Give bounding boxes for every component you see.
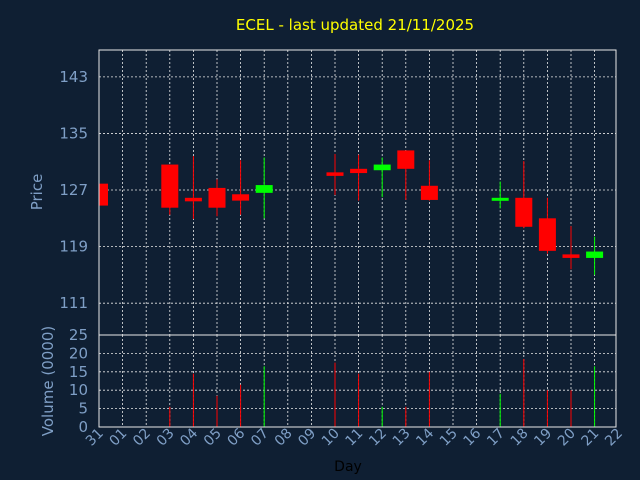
candle-body <box>208 187 226 208</box>
price-axis-label: Price <box>28 174 46 211</box>
price-tick-label: 111 <box>59 294 88 312</box>
x-axis-label: Day <box>334 459 362 475</box>
price-tick-label: 135 <box>59 124 88 142</box>
volume-tick-label: 20 <box>69 344 88 362</box>
price-panel: 111 119 127 135 143 <box>59 49 617 336</box>
x-tick-label: 11 <box>343 426 367 450</box>
x-tick-label: 12 <box>366 426 390 450</box>
x-tick-label: 02 <box>130 426 154 450</box>
x-tick-label: 19 <box>531 426 555 450</box>
volume-tick-label: 10 <box>69 381 88 399</box>
x-tick-label: 13 <box>390 426 414 450</box>
volume-tick-label: 25 <box>69 326 88 344</box>
candle-body <box>99 183 108 206</box>
candle-body <box>350 168 368 174</box>
candle-body <box>373 164 391 171</box>
x-tick-label: 20 <box>555 426 579 450</box>
chart-title: ECEL - last updated 21/11/2025 <box>236 16 474 34</box>
x-tick-label: 08 <box>272 426 296 450</box>
x-tick-label: 10 <box>319 426 343 450</box>
volume-axis-label: Volume (0000) <box>39 326 57 436</box>
candle-body <box>586 251 604 258</box>
x-tick-label: 06 <box>225 425 249 449</box>
volume-tick-label: 15 <box>69 363 88 381</box>
volume-panel-frame <box>98 334 617 428</box>
x-tick-label: 22 <box>602 426 626 450</box>
candle-body <box>491 197 509 201</box>
candle-body <box>538 218 556 251</box>
candle-body <box>255 185 273 193</box>
x-tick-label: 15 <box>437 426 461 450</box>
candle-body <box>184 197 202 202</box>
candle-body <box>515 197 533 227</box>
candle-body <box>562 254 580 258</box>
x-tick-label: 21 <box>579 426 603 450</box>
volume-tick-label: 0 <box>78 418 88 436</box>
x-tick-label: 16 <box>461 425 485 449</box>
x-tick-label: 17 <box>484 426 508 450</box>
x-tick-label: 03 <box>154 426 178 450</box>
price-tick-label: 127 <box>59 181 88 199</box>
x-tick-label: 05 <box>201 426 225 450</box>
x-tick-label: 18 <box>508 426 532 450</box>
x-tick-label: 01 <box>107 426 131 450</box>
volume-tick-label: 5 <box>78 400 88 418</box>
candle-body <box>326 172 344 176</box>
candle-body <box>397 150 415 169</box>
x-tick-label: 09 <box>295 426 319 450</box>
candle-body <box>161 164 179 208</box>
x-tick-label: 04 <box>177 425 201 449</box>
x-tick-label: 07 <box>248 426 272 450</box>
candle-body <box>420 185 438 200</box>
price-tick-label: 143 <box>59 68 88 86</box>
x-tick-label: 14 <box>413 425 437 449</box>
price-tick-label: 119 <box>59 238 88 256</box>
candle-body <box>232 194 250 201</box>
